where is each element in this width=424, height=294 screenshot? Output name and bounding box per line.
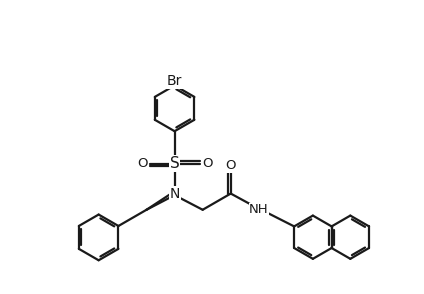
Text: NH: NH [249, 203, 269, 216]
Text: O: O [137, 157, 148, 170]
Text: S: S [170, 156, 179, 171]
Text: Br: Br [167, 74, 182, 88]
Text: N: N [170, 187, 180, 201]
Text: O: O [202, 157, 212, 170]
Text: O: O [226, 159, 236, 172]
